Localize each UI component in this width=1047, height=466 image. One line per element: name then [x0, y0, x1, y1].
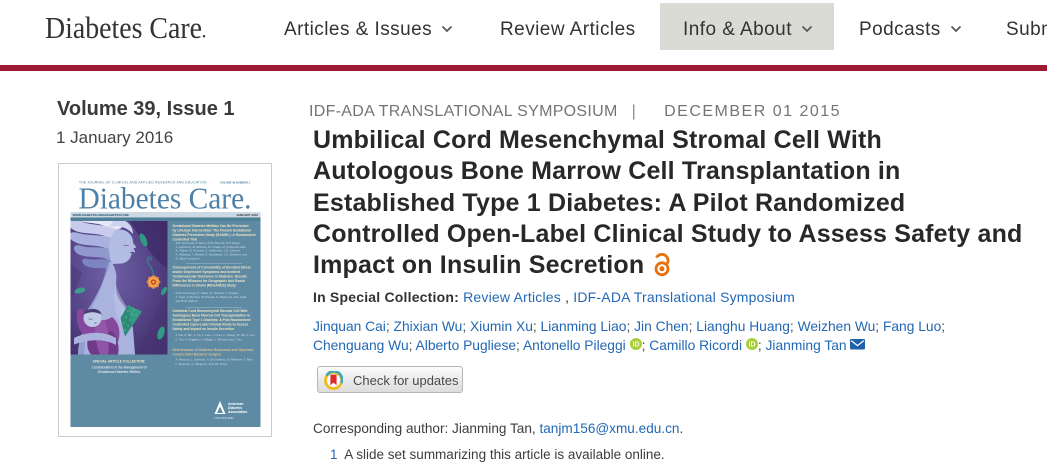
svg-text:JANUARY 2016: JANUARY 2016 — [236, 213, 258, 217]
svg-text:American: American — [228, 402, 243, 406]
svg-text:VOLUME 39 NUMBER 1: VOLUME 39 NUMBER 1 — [220, 181, 251, 185]
svg-text:B. Stach-Lempinen: B. Stach-Lempinen — [176, 256, 201, 260]
svg-text:Controlled Open-Label Clinical: Controlled Open-Label Clinical Study to … — [173, 322, 249, 326]
svg-text:A. Valkama, J. Meinila, H. Kau: A. Valkama, J. Meinila, H. Kautiainen, J… — [175, 253, 248, 257]
svg-text:Y. Yuan, P. Muntner, B. Kissel: Y. Yuan, P. Muntner, B. Kissela, N. Redm… — [176, 295, 247, 299]
svg-text:C. Wu, A. Pugliese, A. Pileggi: C. Wu, A. Pugliese, A. Pileggi, C. Ricor… — [176, 337, 242, 341]
svg-text:iD: iD — [748, 342, 755, 349]
svg-text:A. Tiitinen, E. Huvinen, C. An: A. Tiitinen, E. Huvinen, C. Andersson, J… — [175, 249, 241, 253]
svg-text:Considerations in the Manageme: Considerations in the Management of — [92, 365, 148, 369]
svg-text:WWW.DIABETES.ORG/DIABETESCARE: WWW.DIABETES.ORG/DIABETESCARE — [73, 213, 130, 217]
svg-text:Diabetes Care: Diabetes Care — [45, 10, 202, 45]
svg-text:J. Lindstrom, M. Erkkola, R.J.: J. Lindstrom, M. Erkkola, R.J. Kaaja, M.… — [176, 245, 247, 249]
svg-text:Diabetes: Diabetes — [228, 406, 242, 410]
svg-text:Association.: Association. — [228, 410, 248, 414]
svg-text:A. Panunzi, L. Carlsson, A. De: A. Panunzi, L. Carlsson, A. De Gaetano, … — [175, 358, 254, 362]
svg-text:Gestational Diabetes Mellitus: Gestational Diabetes Mellitus Can Be Pre… — [173, 224, 249, 228]
svg-text:Determinants of Diabetes Remis: Determinants of Diabetes Remission and G… — [173, 348, 254, 352]
svg-text:Control After Bariatric Surger: Control After Bariatric Surgery — [173, 353, 222, 357]
svg-text:S.B. Koivusalo, K. Rono, M.M.: S.B. Koivusalo, K. Rono, M.M. Klemetti, … — [176, 241, 241, 245]
svg-text:by Lifestyle Intervention: The: by Lifestyle Intervention: The Finnish G… — [173, 228, 251, 232]
svg-text:Safety and Impact on Insulin S: Safety and Impact on Insulin Secretion — [173, 327, 235, 331]
svg-text:Differences in Stroke (REGARDS: Differences in Stroke (REGARDS) Study — [173, 284, 237, 288]
svg-text:Gestational Diabetes Mellitus: Gestational Diabetes Mellitus — [98, 370, 141, 374]
svg-text:ISSN 0149-5992: ISSN 0149-5992 — [215, 416, 235, 420]
svg-text:Established Type 1 Diabetes: A: Established Type 1 Diabetes: A Pilot Ran… — [173, 318, 251, 322]
svg-text:Diabetes Care.: Diabetes Care. — [79, 181, 252, 216]
svg-text:Diabetes Prevention Study (RAD: Diabetes Prevention Study (RADIEL): A Ra… — [173, 233, 256, 237]
svg-text:Autologous Bone Marrow Cell Tr: Autologous Bone Marrow Cell Transplantat… — [173, 313, 250, 317]
svg-text:From the REasons for Geographi: From the REasons for Geographic And Raci… — [173, 279, 246, 283]
svg-text:Consequences of Comorbidity of: Consequences of Comorbidity of Elevated … — [173, 266, 252, 270]
svg-text:SPECIAL ARTICLE COLLECTION:: SPECIAL ARTICLE COLLECTION: — [93, 360, 146, 364]
svg-text:and/or Depressive Symptoms and: and/or Depressive Symptoms and Incident — [173, 270, 242, 274]
svg-text:iD: iD — [632, 342, 639, 349]
svg-text:J. Cai, Z. Wu, X. Xu, L. Liao,: J. Cai, Z. Wu, X. Xu, L. Liao, J. Chen, … — [176, 333, 256, 337]
svg-text:D.M. Cummings, K. Kirian, G. H: D.M. Cummings, K. Kirian, G. Howard, V. … — [176, 291, 240, 295]
svg-text:Cardiovascular Outcomes in Dia: Cardiovascular Outcomes in Diabetes: Res… — [173, 275, 247, 279]
svg-text:THE JOURNAL OF CLINICAL AND AP: THE JOURNAL OF CLINICAL AND APPLIED RESE… — [79, 181, 207, 185]
svg-text:Umbilical Cord Mesenchymal Str: Umbilical Cord Mesenchymal Stromal Cell … — [173, 309, 248, 313]
svg-text:Controlled Trial: Controlled Trial — [173, 237, 198, 241]
svg-text:L. Sjostrom, G. Mingrone, and: L. Sjostrom, G. Mingrone, and J.B. Dixon — [176, 362, 228, 366]
svg-text:and M.M. Safford: and M.M. Safford — [176, 299, 198, 303]
